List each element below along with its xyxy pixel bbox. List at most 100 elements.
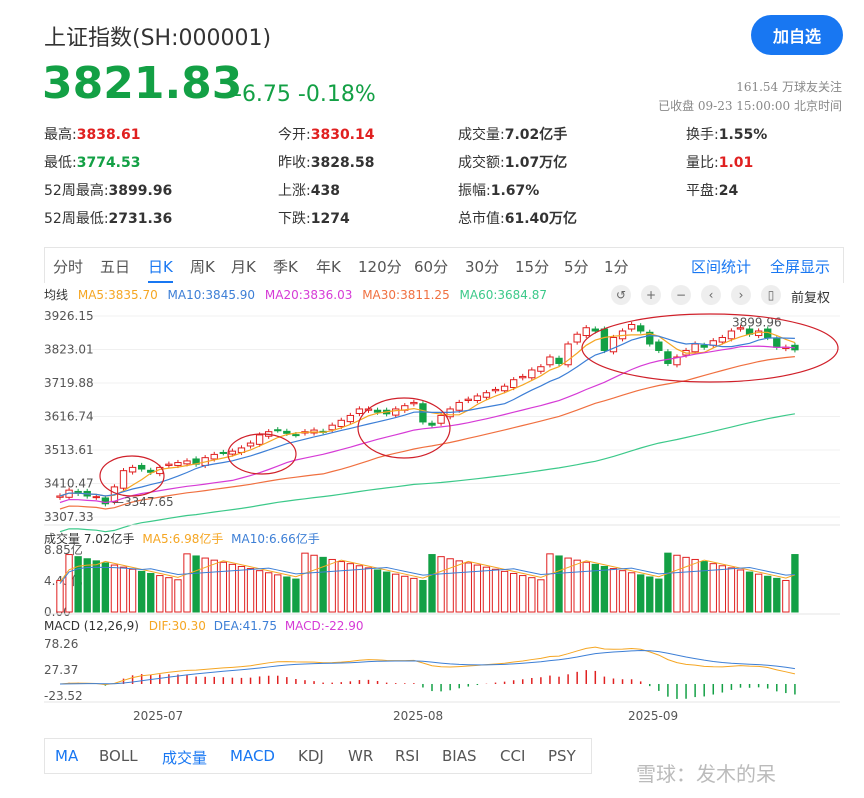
chevron-right-icon[interactable]: › [731, 285, 751, 305]
volume-bar [691, 558, 699, 613]
volume-bar [74, 556, 82, 613]
ind-cci[interactable]: CCI [500, 747, 526, 765]
volume-bar [346, 563, 355, 613]
volume-bar [355, 565, 364, 613]
ind-kdj[interactable]: KDJ [298, 747, 324, 765]
candle-body [736, 327, 745, 330]
candle-body [537, 366, 545, 372]
adjust-mode-select[interactable]: 前复权 [791, 291, 831, 306]
volume-ma5-line [59, 559, 796, 583]
stat-amount: 成交额:1.07万亿 [458, 155, 568, 171]
tab-weekly-k[interactable]: 周K [190, 258, 215, 276]
macd-axis-label: 78.26 [44, 637, 78, 651]
candle-body [473, 395, 482, 401]
ind-macd[interactable]: MACD [230, 747, 275, 765]
volume-bar [364, 567, 373, 613]
candle-body [128, 466, 137, 473]
undo-icon[interactable]: ↺ [611, 285, 631, 305]
volume-axis-label: 8.85亿 [44, 542, 83, 557]
candle-body [283, 430, 291, 434]
price-axis-label: 3410.47 [44, 477, 94, 491]
candle-body [727, 330, 736, 340]
ma60-line [59, 413, 795, 533]
ind-volume[interactable]: 成交量 [162, 749, 208, 767]
candle-body [255, 434, 264, 445]
x-tick-jul: 2025-07 [133, 709, 184, 723]
tab-quarterly-k[interactable]: 季K [273, 258, 298, 276]
candle-body [228, 450, 237, 455]
candle-body [664, 351, 672, 364]
candle-body [119, 470, 128, 489]
price-axis-label: 3307.33 [44, 510, 94, 524]
volume-bar [446, 558, 454, 613]
ind-wr[interactable]: WR [348, 747, 374, 765]
tab-1min[interactable]: 1分 [604, 258, 629, 276]
tab-intraday[interactable]: 分时 [53, 258, 84, 276]
tab-5min[interactable]: 5分 [564, 258, 589, 276]
tab-60min[interactable]: 60分 [414, 258, 449, 276]
ma60-value: MA60:3684.87 [459, 288, 548, 302]
ind-bias[interactable]: BIAS [442, 747, 477, 765]
candle-style-icon[interactable]: ▯ [761, 285, 781, 305]
price-axis-label: 3616.74 [44, 410, 94, 424]
macd-dif: DIF:30.30 [148, 619, 206, 633]
volume-bar [546, 553, 554, 613]
candle-body [464, 398, 472, 401]
current-price: 3821.83 [42, 58, 243, 109]
volume-bar [110, 564, 119, 613]
volume-bar [618, 570, 627, 613]
indicator-tabs: MA BOLL 成交量 MACD KDJ WR RSI BIAS CCI PSY [44, 738, 592, 774]
fullscreen-link[interactable]: 全屏显示 [770, 258, 831, 276]
tab-15min[interactable]: 15分 [515, 258, 550, 276]
candle-body [609, 336, 618, 353]
volume-bar [637, 574, 645, 613]
volume-bar [119, 566, 128, 613]
candle-body [292, 434, 300, 437]
candle-body [564, 343, 572, 366]
candle-body [673, 356, 681, 366]
price-axis-label: 3823.01 [44, 343, 94, 357]
stat-volume: 成交量:7.02亿手 [458, 127, 568, 143]
ind-rsi[interactable]: RSI [395, 747, 420, 765]
stat-low: 最低:3774.53 [44, 155, 141, 171]
candle-body [56, 495, 64, 498]
candle-body [137, 464, 146, 470]
volume-bar [156, 575, 164, 613]
stat-market-cap: 总市值:61.40万亿 [458, 211, 578, 227]
ma-legend-label: 均线 [44, 288, 69, 302]
volume-bar [183, 553, 191, 613]
add-watchlist-button[interactable]: 加自选 [751, 15, 843, 55]
stat-high: 最高:3838.61 [44, 127, 141, 143]
tab-monthly-k[interactable]: 月K [231, 258, 256, 276]
volume-bar [682, 556, 690, 613]
candle-body [373, 409, 382, 413]
candle-body [700, 344, 708, 348]
tab-120min[interactable]: 120分 [358, 258, 402, 276]
volume-bar [709, 563, 717, 613]
tab-daily-k[interactable]: 日K [148, 256, 173, 283]
zoom-out-icon[interactable]: − [671, 285, 691, 305]
range-stats-link[interactable]: 区间统计 [691, 258, 752, 276]
ind-psy[interactable]: PSY [548, 747, 576, 765]
volume-bar [101, 562, 110, 613]
volume-bar [255, 570, 264, 613]
tab-5day[interactable]: 五日 [100, 258, 131, 276]
zoom-in-icon[interactable]: + [641, 285, 661, 305]
volume-ma5: MA5:6.98亿手 [142, 532, 224, 546]
volume-bar [718, 565, 727, 613]
ind-boll[interactable]: BOLL [99, 747, 138, 765]
volume-bar [664, 552, 672, 613]
volume-bar [382, 571, 391, 613]
volume-bar [228, 563, 237, 613]
volume-bar [165, 577, 173, 613]
tab-yearly-k[interactable]: 年K [316, 258, 341, 276]
chevron-left-icon[interactable]: ‹ [701, 285, 721, 305]
ind-ma[interactable]: MA [55, 747, 79, 765]
volume-bar [56, 579, 64, 613]
candle-body [328, 424, 336, 431]
candle-body [482, 392, 491, 398]
tab-30min[interactable]: 30分 [465, 258, 500, 276]
stat-volume-ratio: 量比:1.01 [686, 155, 754, 171]
stat-52w-high: 52周最高:3899.96 [44, 183, 173, 199]
